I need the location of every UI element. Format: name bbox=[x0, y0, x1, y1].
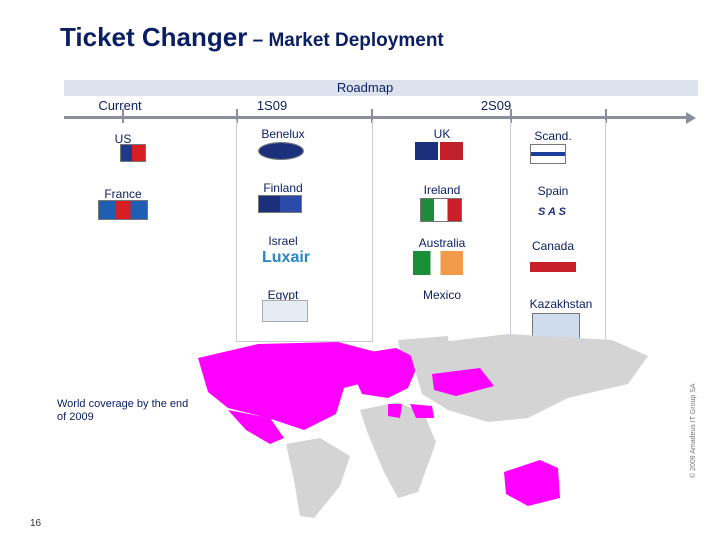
asia-shape bbox=[408, 334, 648, 422]
copyright: © 2009 Amadeus IT Group SA bbox=[690, 383, 697, 478]
market-kazakhstan: Kazakhstan bbox=[529, 297, 593, 311]
market-france: France bbox=[104, 187, 142, 201]
market-scand: Scand. bbox=[534, 129, 572, 143]
middle-east-shape bbox=[410, 404, 434, 418]
nordic-flags-icon bbox=[98, 200, 148, 220]
market-mexico: Mexico bbox=[422, 288, 461, 302]
timeline-tick bbox=[122, 109, 124, 123]
column-box-1s09 bbox=[236, 120, 373, 342]
title-main: Ticket Changer bbox=[60, 22, 248, 52]
market-finland: Finland bbox=[263, 181, 303, 195]
phase-1s09: 1S09 bbox=[256, 98, 288, 113]
timeline-tick bbox=[605, 109, 607, 123]
us-flag-icon bbox=[120, 144, 146, 162]
canada-logo-icon bbox=[530, 262, 576, 272]
mexico-shape bbox=[228, 410, 284, 444]
finland-flags-icon bbox=[258, 195, 302, 213]
market-ireland: Ireland bbox=[423, 183, 461, 197]
timeline-line bbox=[64, 116, 688, 119]
uk-flags-icon bbox=[415, 142, 463, 160]
market-us: US bbox=[114, 132, 132, 146]
phase-current: Current bbox=[98, 98, 142, 113]
timeline-arrow-icon bbox=[686, 112, 696, 124]
market-benelux: Benelux bbox=[261, 127, 305, 141]
europe-shape bbox=[354, 348, 420, 398]
mexico-flag-icon bbox=[420, 198, 462, 222]
spain-logo: S A S bbox=[538, 206, 566, 218]
world-coverage-map bbox=[198, 334, 648, 518]
market-egypt: Egypt bbox=[267, 288, 299, 302]
market-spain: Spain bbox=[537, 184, 569, 198]
timeline-tick bbox=[371, 109, 373, 123]
australia-shape bbox=[504, 460, 560, 506]
market-uk: UK bbox=[433, 127, 451, 141]
finland-flag-icon bbox=[530, 144, 566, 164]
africa-shape bbox=[360, 402, 436, 498]
canada-highlight bbox=[218, 348, 364, 378]
israel-logo: Luxair bbox=[262, 249, 311, 266]
market-australia: Australia bbox=[418, 236, 466, 250]
roadmap-bar bbox=[64, 80, 698, 96]
page-title: Ticket Changer – Market Deployment bbox=[60, 22, 444, 53]
market-israel: Israel bbox=[268, 234, 298, 248]
timeline-tick bbox=[236, 109, 238, 123]
roadmap-label: Roadmap bbox=[336, 80, 394, 95]
page-number: 16 bbox=[30, 518, 42, 529]
egypt-shape bbox=[388, 404, 402, 418]
timeline-tick bbox=[510, 109, 512, 123]
people-photo-icon bbox=[532, 313, 580, 341]
title-sub: – Market Deployment bbox=[247, 30, 444, 51]
kazakhstan-shape bbox=[432, 368, 494, 396]
benelux-logo-icon bbox=[258, 142, 304, 160]
market-canada: Canada bbox=[531, 239, 575, 253]
south-america-shape bbox=[286, 438, 350, 518]
world-coverage-note: World coverage by the end of 2009 bbox=[57, 398, 189, 423]
egypt-image-icon bbox=[262, 300, 308, 322]
phase-2s09: 2S09 bbox=[480, 98, 512, 113]
ireland-flag-icon bbox=[413, 251, 463, 275]
